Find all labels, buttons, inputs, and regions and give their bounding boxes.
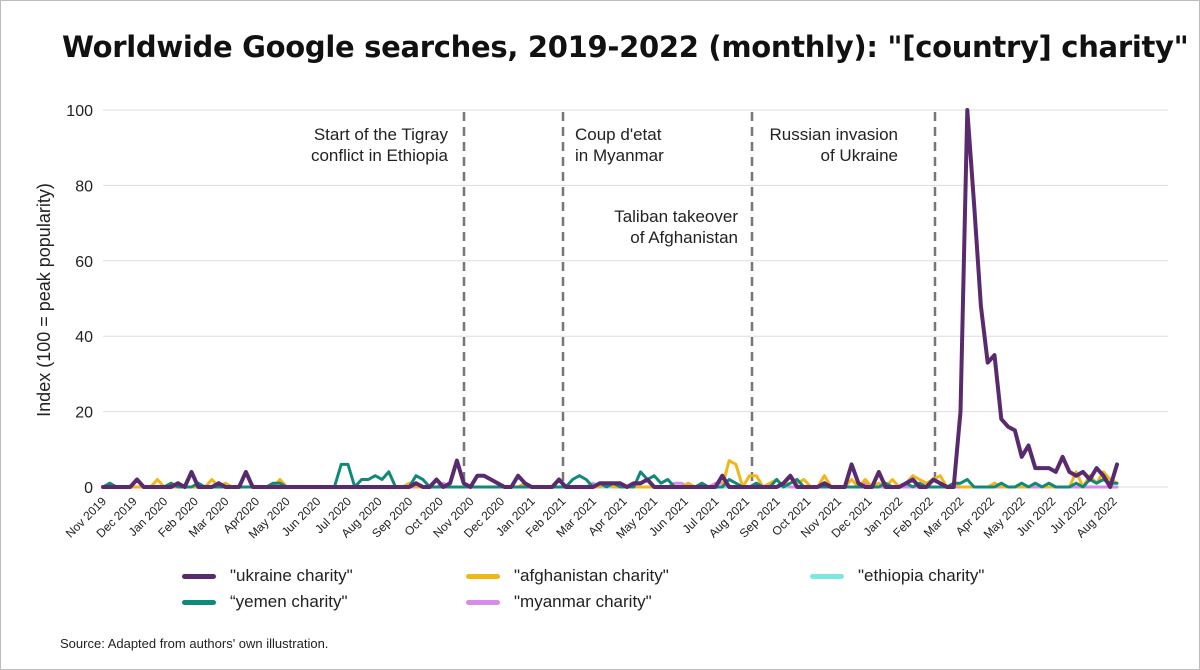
legend-label-myanmar: "myanmar charity"	[514, 592, 652, 611]
legend-swatch-ukraine	[182, 573, 216, 579]
legend-item-ethiopia: "ethiopia charity"	[810, 566, 984, 586]
annotation-text: Taliban takeover	[614, 207, 738, 226]
y-axis-label: Index (100 = peak popularity)	[34, 183, 54, 417]
y-tick-label: 20	[75, 405, 93, 422]
legend-swatch-afghanistan	[466, 573, 500, 579]
legend-item-myanmar: "myanmar charity"	[466, 592, 652, 612]
annotation-text: conflict in Ethiopia	[311, 146, 449, 165]
legend-swatch-ethiopia	[810, 573, 844, 579]
annotation-text: of Ukraine	[821, 146, 898, 165]
y-tick-label: 60	[75, 254, 93, 271]
y-tick-label: 0	[84, 480, 93, 497]
y-tick-label: 80	[75, 178, 93, 195]
source-note: Source: Adapted from authors' own illust…	[60, 636, 329, 651]
series-line-ukraine	[101, 108, 1119, 489]
y-tick-label: 40	[75, 329, 93, 346]
annotation-text: Russian invasion	[769, 125, 898, 144]
y-tick-label: 100	[66, 103, 93, 120]
legend-item-yemen: “yemen charity"	[182, 592, 348, 612]
annotation-text: of Afghanistan	[630, 228, 738, 247]
legend-label-yemen: “yemen charity"	[230, 592, 348, 611]
legend-swatch-yemen	[182, 599, 216, 605]
annotation-text: Coup d'etat	[575, 125, 662, 144]
legend-item-ukraine: "ukraine charity"	[182, 566, 353, 586]
chart-title: Worldwide Google searches, 2019-2022 (mo…	[62, 30, 1189, 64]
legend-label-ethiopia: "ethiopia charity"	[858, 566, 985, 585]
annotation-text: Start of the Tigray	[314, 125, 449, 144]
legend-swatch-myanmar	[466, 599, 500, 605]
legend-label-ukraine: "ukraine charity"	[230, 566, 353, 585]
legend-label-afghanistan: "afghanistan charity"	[514, 566, 669, 585]
legend-item-afghanistan: "afghanistan charity"	[466, 566, 669, 586]
annotation-text: in Myanmar	[575, 146, 664, 165]
